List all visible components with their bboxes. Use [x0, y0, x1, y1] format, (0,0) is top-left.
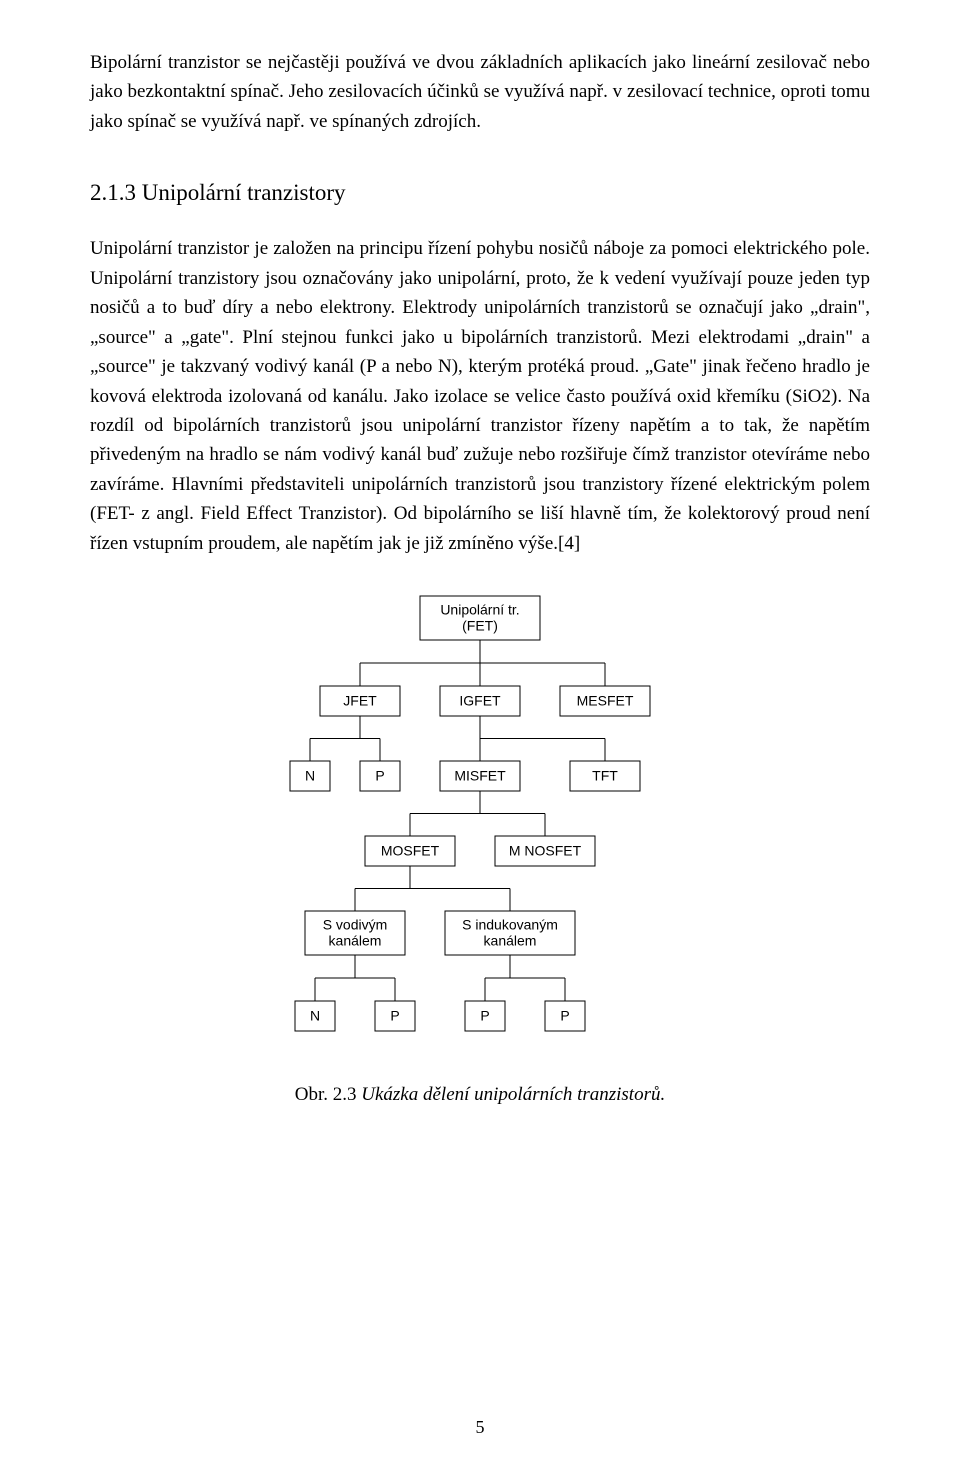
- section-title: Unipolární tranzistory: [142, 180, 346, 205]
- page-number: 5: [0, 1417, 960, 1438]
- svg-text:P: P: [480, 1008, 489, 1024]
- svg-text:S vodivýmkanálem: S vodivýmkanálem: [323, 917, 388, 949]
- svg-text:JFET: JFET: [343, 693, 377, 709]
- figure-caption: Obr. 2.3 Ukázka dělení unipolárních tran…: [90, 1084, 870, 1106]
- svg-text:TFT: TFT: [592, 768, 618, 784]
- caption-text: Ukázka dělení unipolárních tranzistorů.: [361, 1084, 665, 1105]
- svg-text:IGFET: IGFET: [459, 693, 501, 709]
- svg-text:M NOSFET: M NOSFET: [509, 843, 582, 859]
- svg-text:MESFET: MESFET: [577, 693, 634, 709]
- svg-text:P: P: [375, 768, 384, 784]
- intro-paragraph: Bipolární tranzistor se nejčastěji použí…: [90, 48, 870, 136]
- body-paragraph: Unipolární tranzistor je založen na prin…: [90, 234, 870, 558]
- section-number: 2.1.3: [90, 180, 136, 205]
- transistor-tree-diagram: Unipolární tr.(FET)JFETIGFETMESFETNPMISF…: [210, 586, 750, 1066]
- svg-text:MOSFET: MOSFET: [381, 843, 440, 859]
- document-page: Bipolární tranzistor se nejčastěji použí…: [0, 0, 960, 1462]
- diagram-container: Unipolární tr.(FET)JFETIGFETMESFETNPMISF…: [210, 586, 750, 1066]
- caption-prefix: Obr. 2.3: [295, 1084, 362, 1105]
- svg-text:N: N: [305, 768, 315, 784]
- section-heading: 2.1.3 Unipolární tranzistory: [90, 180, 870, 206]
- svg-text:P: P: [390, 1008, 399, 1024]
- svg-text:MISFET: MISFET: [454, 768, 506, 784]
- svg-text:P: P: [560, 1008, 569, 1024]
- svg-text:N: N: [310, 1008, 320, 1024]
